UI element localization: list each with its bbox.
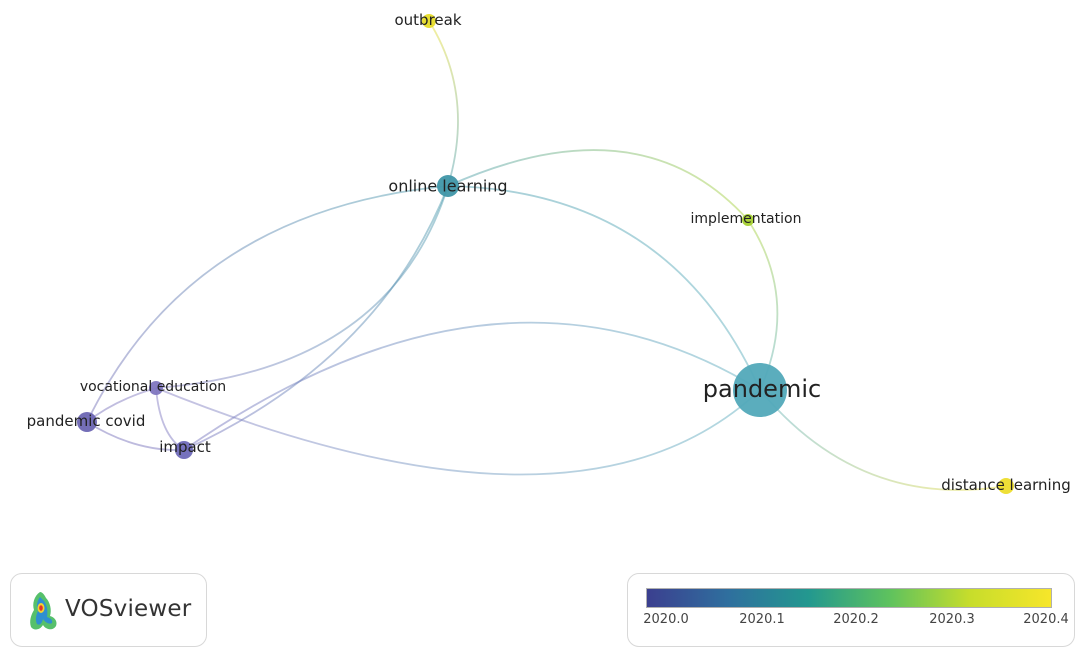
node-circle[interactable]: [149, 381, 163, 395]
node-implementation[interactable]: implementation: [691, 211, 802, 227]
links-layer: [86, 20, 1007, 491]
node-label: outbreak: [394, 11, 461, 29]
link-online-learning-pandemic-covid: [86, 185, 449, 423]
node-impact[interactable]: impact: [159, 438, 211, 459]
node-circle[interactable]: [422, 14, 436, 28]
link-online-learning-implementation: [447, 149, 749, 221]
node-label: vocational education: [80, 379, 226, 395]
nodes-layer: outbreak online learning implementation pan…: [27, 11, 1071, 494]
scale-tick-label: 2020.1: [739, 612, 785, 627]
node-online-learning[interactable]: online learning: [388, 175, 508, 197]
node-circle[interactable]: [77, 412, 97, 432]
node-label: online learning: [388, 177, 507, 196]
node-label: implementation: [691, 211, 802, 227]
vosviewer-logo-icon: [30, 592, 57, 630]
node-circle[interactable]: [998, 478, 1014, 494]
link-online-learning-vocational-education: [155, 185, 449, 389]
node-pandemic[interactable]: pandemic: [703, 363, 821, 417]
node-circle[interactable]: [437, 175, 459, 197]
link-online-learning-pandemic: [447, 185, 761, 391]
node-circle[interactable]: [175, 441, 193, 459]
scale-tick-label: 2020.3: [929, 612, 975, 627]
node-outbreak[interactable]: outbreak: [394, 11, 461, 29]
node-label: pandemic covid: [27, 412, 146, 430]
node-distance-learning[interactable]: distance learning: [941, 476, 1071, 494]
node-label: distance learning: [941, 476, 1071, 494]
vosviewer-logo-panel: VOSviewer: [10, 573, 207, 647]
vosviewer-logo-text: VOSviewer: [65, 596, 192, 622]
link-pandemic-covid-impact: [86, 421, 185, 451]
link-outbreak-online-learning: [428, 20, 459, 187]
scale-tick-label: 2020.4: [1023, 612, 1069, 627]
node-label: impact: [159, 438, 211, 456]
node-vocational-education[interactable]: vocational education: [80, 379, 226, 395]
link-online-learning-impact: [183, 185, 449, 451]
node-circle[interactable]: [733, 363, 787, 417]
link-pandemic-distance-learning: [759, 389, 1007, 491]
node-label: pandemic: [703, 375, 821, 403]
node-circle[interactable]: [742, 214, 754, 226]
link-pandemic-vocational-education: [155, 387, 761, 476]
scale-tick-label: 2020.0: [643, 612, 689, 627]
color-scale-bar: [646, 588, 1052, 608]
scale-tick-label: 2020.2: [833, 612, 879, 627]
link-pandemic-impact: [183, 321, 761, 451]
color-scale-legend: 2020.0 2020.1 2020.2 2020.3 2020.4: [627, 573, 1075, 647]
node-pandemic-covid[interactable]: pandemic covid: [27, 412, 146, 432]
